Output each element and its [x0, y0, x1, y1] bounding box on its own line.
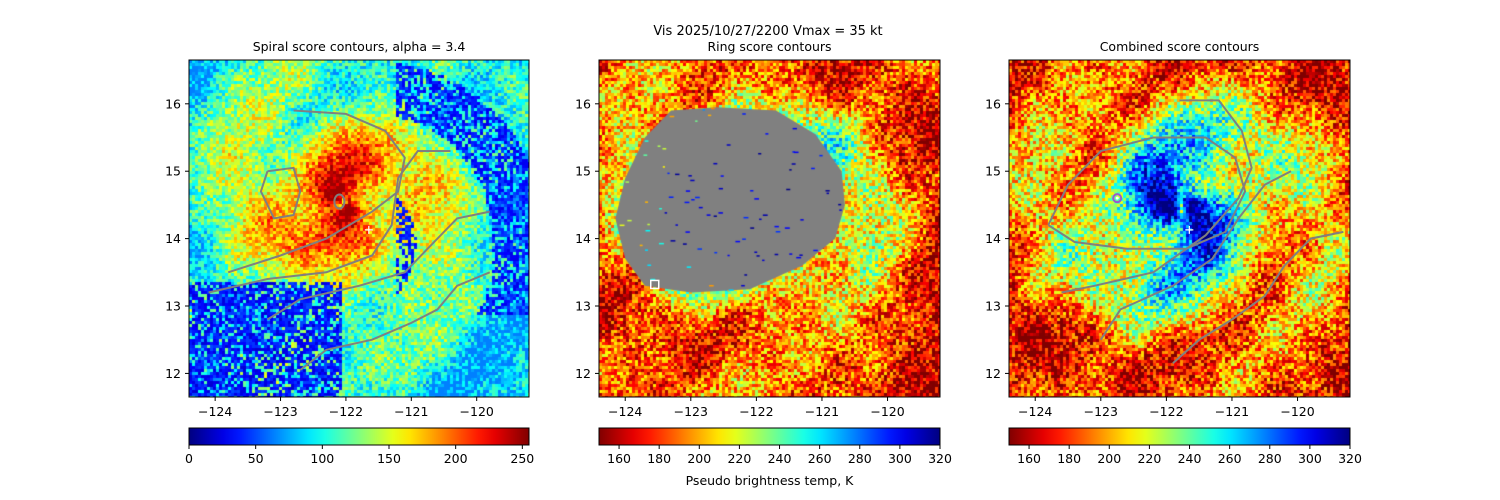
figure-title: Vis 2025/10/27/2200 Vmax = 35 kt — [653, 24, 882, 39]
colorbar-tick-label: 200 — [1097, 451, 1121, 466]
axes-frame — [1008, 59, 1351, 398]
y-tick-label: 14 — [985, 231, 1001, 246]
colorbar-tick-label: 320 — [928, 451, 952, 466]
contour-line-1 — [1047, 136, 1247, 250]
y-tick-label: 14 — [575, 231, 591, 246]
contour-line-5 — [299, 271, 491, 371]
heatmap-image — [599, 60, 940, 397]
x-tick-label: −120 — [460, 404, 494, 419]
contour-line-2 — [259, 166, 302, 220]
colorbar-tick-label: 250 — [510, 451, 534, 466]
colorbar-tick-label: 300 — [1298, 451, 1322, 466]
colorbar-tick-label: 240 — [1178, 451, 1202, 466]
contour-line-1 — [227, 109, 406, 274]
colorbar-label: Pseudo brightness temp, K — [686, 473, 855, 488]
y-tick-label: 16 — [165, 96, 181, 111]
y-tick-label: 12 — [165, 366, 181, 381]
y-tick-label: 12 — [575, 366, 591, 381]
x-tick-label: −124 — [1018, 404, 1052, 419]
best-center-marker — [1112, 193, 1123, 204]
x-tick-label: −122 — [739, 404, 773, 419]
contour-line-4 — [266, 210, 491, 321]
colorbar-tick-label: 180 — [647, 451, 671, 466]
colorbar-tick-label: 300 — [888, 451, 912, 466]
colorbar-tick-label: 280 — [1258, 451, 1282, 466]
colorbar-tick-label: 320 — [1338, 451, 1362, 466]
colorbar-tick-label: 50 — [248, 451, 264, 466]
x-tick-label: −121 — [805, 404, 839, 419]
x-tick-label: −122 — [1149, 404, 1183, 419]
y-tick-label: 13 — [165, 299, 181, 314]
colorbar-tick-label: 260 — [1218, 451, 1242, 466]
colorbar — [1008, 427, 1351, 446]
y-tick-label: 15 — [985, 164, 1001, 179]
axes-frame — [188, 59, 530, 398]
x-tick-label: −124 — [198, 404, 232, 419]
axes-frame — [598, 59, 941, 398]
heatmap-image — [1009, 60, 1350, 397]
colorbar-tick-label: 160 — [1017, 451, 1041, 466]
panel-1: Spiral score contours, alpha = 3.4 −124 −1… — [165, 39, 534, 466]
y-tick-label: 12 — [985, 366, 1001, 381]
colorbar-tick-label: 0 — [185, 451, 193, 466]
best-center-dot — [1115, 196, 1119, 200]
contour-line-4 — [1172, 230, 1344, 365]
colorbar-tick-label: 160 — [607, 451, 631, 466]
panel-title: Ring score contours — [707, 39, 831, 54]
x-tick-label: −120 — [870, 404, 904, 419]
x-tick-label: −123 — [674, 404, 708, 419]
colorbar-tick-label: 260 — [808, 451, 832, 466]
colorbar-tick-label: 200 — [444, 451, 468, 466]
colorbar — [598, 427, 941, 446]
y-tick-label: 15 — [165, 164, 181, 179]
heatmap-image — [189, 60, 529, 397]
panel-title: Combined score contours — [1100, 39, 1260, 54]
y-tick-label: 14 — [165, 231, 181, 246]
colorbar-tick-label: 220 — [727, 451, 751, 466]
center-marker — [364, 225, 373, 234]
y-tick-label: 15 — [575, 164, 591, 179]
y-tick-label: 13 — [575, 299, 591, 314]
contour-line-3 — [208, 150, 451, 294]
colorbar-tick-label: 180 — [1057, 451, 1081, 466]
colorbar-tick-label: 280 — [848, 451, 872, 466]
contour-line-3 — [1099, 170, 1292, 341]
colorbar-tick-label: 150 — [377, 451, 401, 466]
eye-contour — [333, 193, 346, 210]
panel-title: Spiral score contours, alpha = 3.4 — [253, 39, 466, 54]
center-marker — [1185, 225, 1194, 234]
x-tick-label: −121 — [394, 404, 428, 419]
x-tick-label: −123 — [263, 404, 297, 419]
x-tick-label: −123 — [1084, 404, 1118, 419]
panel-2: Ring score contours −124 −123 −122 −121 −120 1… — [575, 39, 952, 488]
contour-line-2 — [1061, 99, 1253, 294]
colorbar-tick-label: 200 — [687, 451, 711, 466]
x-tick-label: −122 — [329, 404, 363, 419]
colorbar — [188, 427, 530, 446]
square-marker — [649, 279, 660, 290]
y-tick-label: 13 — [985, 299, 1001, 314]
colorbar-tick-label: 240 — [768, 451, 792, 466]
y-tick-label: 16 — [575, 96, 591, 111]
panel-3: Combined score contours −124 −123 −122 −121 −… — [985, 39, 1362, 466]
x-tick-label: −121 — [1215, 404, 1249, 419]
colorbar-tick-label: 100 — [310, 451, 334, 466]
colorbar-tick-label: 220 — [1137, 451, 1161, 466]
x-tick-label: −120 — [1280, 404, 1314, 419]
x-tick-label: −124 — [608, 404, 642, 419]
y-tick-label: 16 — [985, 96, 1001, 111]
